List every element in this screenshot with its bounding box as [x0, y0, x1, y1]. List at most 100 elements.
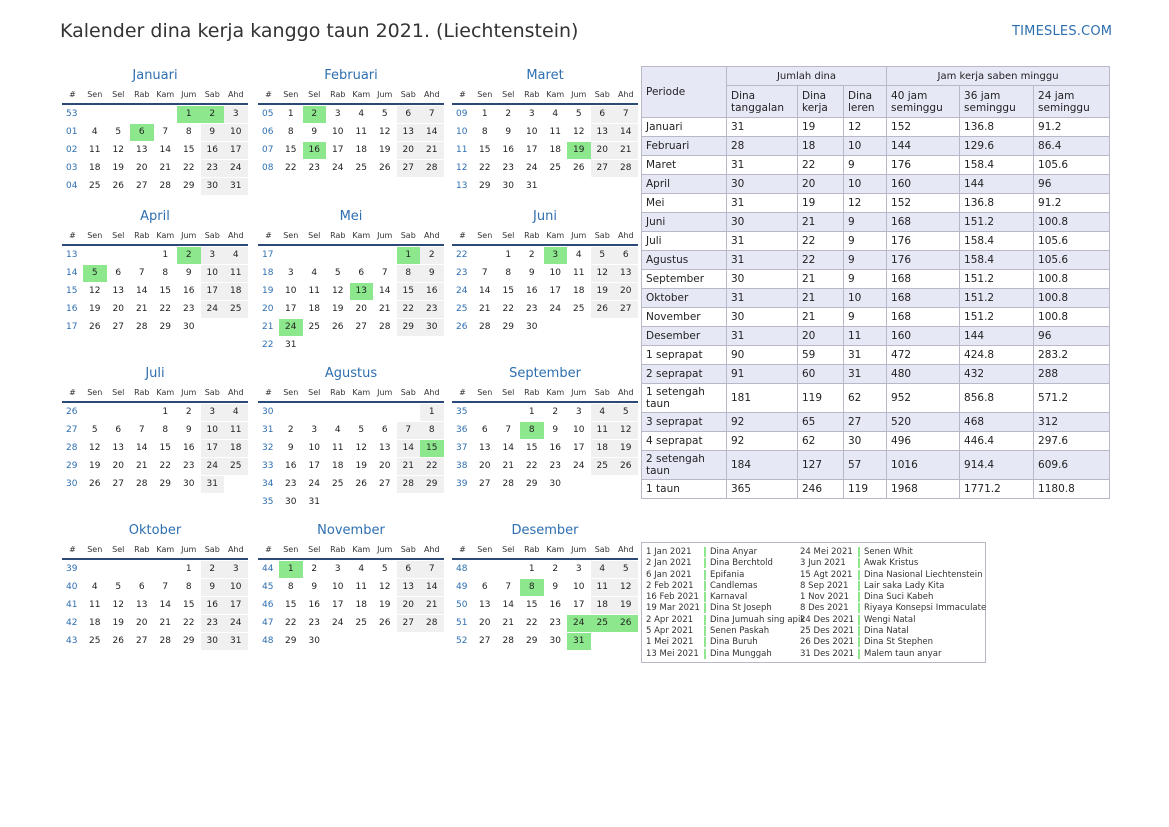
day-cell: 24 [567, 615, 591, 632]
day-cell: 10 [224, 124, 248, 141]
empty-cell [544, 319, 568, 336]
day-cell: 28 [502, 479, 514, 489]
weekday-header: Ahd [614, 541, 638, 560]
day-cell: 4 [91, 127, 98, 137]
day-cell: 30 [502, 181, 514, 191]
week-number: 52 [456, 636, 468, 646]
weekday-header: Sab [590, 227, 614, 246]
weekday-header: Rab [520, 227, 544, 246]
value-cell: 151.2 [959, 288, 1035, 308]
value-cell: 12 [842, 117, 888, 137]
day-cell: 10 [200, 265, 224, 282]
week-number: 07 [262, 145, 274, 155]
value-cell: 168 [886, 307, 961, 327]
value-cell: 1968 [886, 479, 961, 499]
day-cell: 7 [505, 582, 512, 592]
day-cell: 17 [526, 145, 538, 155]
day-cell: 7 [420, 561, 444, 578]
weekday-header: Jum [177, 86, 201, 105]
day-cell: 7 [162, 582, 169, 592]
weekday-header: Sel [496, 541, 520, 560]
month-title: Maret [526, 68, 564, 83]
day-cell: 13 [379, 443, 391, 453]
day-cell: 31 [285, 340, 297, 350]
day-cell: 27 [396, 160, 420, 177]
day-cell: 5 [381, 109, 388, 119]
day-cell: 23 [285, 479, 297, 489]
month-title: September [509, 366, 581, 381]
day-cell: 1 [162, 407, 169, 417]
period-cell: November [641, 307, 727, 327]
day-cell: 17 [573, 600, 585, 610]
day-cell: 20 [112, 304, 124, 314]
day-cell: 29 [159, 479, 171, 489]
value-cell: 65 [797, 412, 844, 432]
day-cell: 19 [379, 600, 391, 610]
month-grid: # Sen Sel Rab Kam Jum Sab Ahd 09 1 2 3 4 5 6 7 10 8 9 10 11 1… [452, 86, 638, 195]
value-cell: 158.4 [959, 250, 1035, 270]
value-cell: 609.6 [1033, 450, 1111, 480]
value-cell: 1771.2 [959, 479, 1035, 499]
day-cell: 9 [200, 579, 224, 596]
day-cell: 5 [614, 561, 638, 578]
empty-cell [279, 404, 303, 421]
day-cell: 30 [549, 479, 561, 489]
day-cell: 1 [420, 404, 444, 421]
day-cell: 16 [420, 283, 444, 300]
holiday-row: 8 Des 2021 Riyaya Konsepsi Immaculate [800, 603, 987, 614]
day-cell: 29 [526, 479, 538, 489]
value-cell: 20 [797, 174, 844, 194]
day-cell: 14 [420, 124, 444, 141]
day-cell: 20 [355, 304, 367, 314]
day-cell: 1 [287, 109, 294, 119]
value-cell: 472 [886, 345, 961, 365]
day-cell: 14 [502, 600, 514, 610]
day-cell: 3 [311, 425, 318, 435]
month-title: Agustus [324, 366, 378, 381]
day-cell: 22 [159, 304, 171, 314]
value-cell: 100.8 [1033, 212, 1111, 232]
day-cell: 1 [162, 250, 169, 260]
day-cell: 7 [138, 268, 145, 278]
week-number: 50 [456, 600, 468, 610]
day-cell: 9 [552, 425, 559, 435]
day-cell: 18 [89, 618, 101, 628]
holiday-name: Dina St Joseph [704, 603, 772, 614]
day-cell: 10 [526, 127, 538, 137]
weekday-header: Jum [567, 541, 591, 560]
holiday-row: 1 Jan 2021 Dina Anyar [646, 547, 805, 558]
holiday-name: Dina Natal [858, 626, 909, 637]
day-cell: 31 [200, 476, 224, 493]
value-cell: 62 [797, 431, 844, 451]
month-grid: # Sen Sel Rab Kam Jum Sab Ahd 48 1 2 3 4 5 49 6 7 8 9 10 11 1… [452, 541, 638, 650]
day-cell: 12 [89, 286, 101, 296]
period-cell: April [641, 174, 727, 194]
week-number: 48 [262, 636, 274, 646]
day-cell: 1 [279, 561, 303, 578]
week-number: 43 [66, 636, 78, 646]
day-cell: 15 [285, 145, 297, 155]
value-cell: 9 [842, 155, 888, 175]
empty-cell [326, 633, 350, 650]
empty-cell [397, 633, 421, 650]
weekday-header: Kam [349, 227, 373, 246]
site-link[interactable]: TIMESLES.COM [1012, 24, 1113, 39]
day-cell: 27 [479, 479, 491, 489]
table-row: Juli 31 22 9 176 158.4 105.6 [641, 231, 1111, 251]
day-cell: 2 [420, 247, 444, 264]
day-cell: 11 [355, 582, 367, 592]
day-cell: 28 [159, 181, 171, 191]
day-cell: 4 [334, 425, 341, 435]
day-cell: 26 [112, 181, 124, 191]
day-cell: 15 [526, 443, 538, 453]
day-cell: 23 [502, 163, 514, 173]
day-cell: 12 [112, 145, 124, 155]
holiday-date: 24 Mei 2021 [800, 547, 853, 557]
day-cell: 9 [420, 265, 444, 282]
value-cell: 21 [797, 307, 844, 327]
weekday-header: Sen [83, 541, 107, 560]
value-cell: 144 [959, 326, 1035, 346]
hours-group-header: Jam kerja saben minggu [886, 66, 1111, 86]
weekday-header: Sel [106, 541, 130, 560]
day-cell: 2 [302, 106, 326, 123]
